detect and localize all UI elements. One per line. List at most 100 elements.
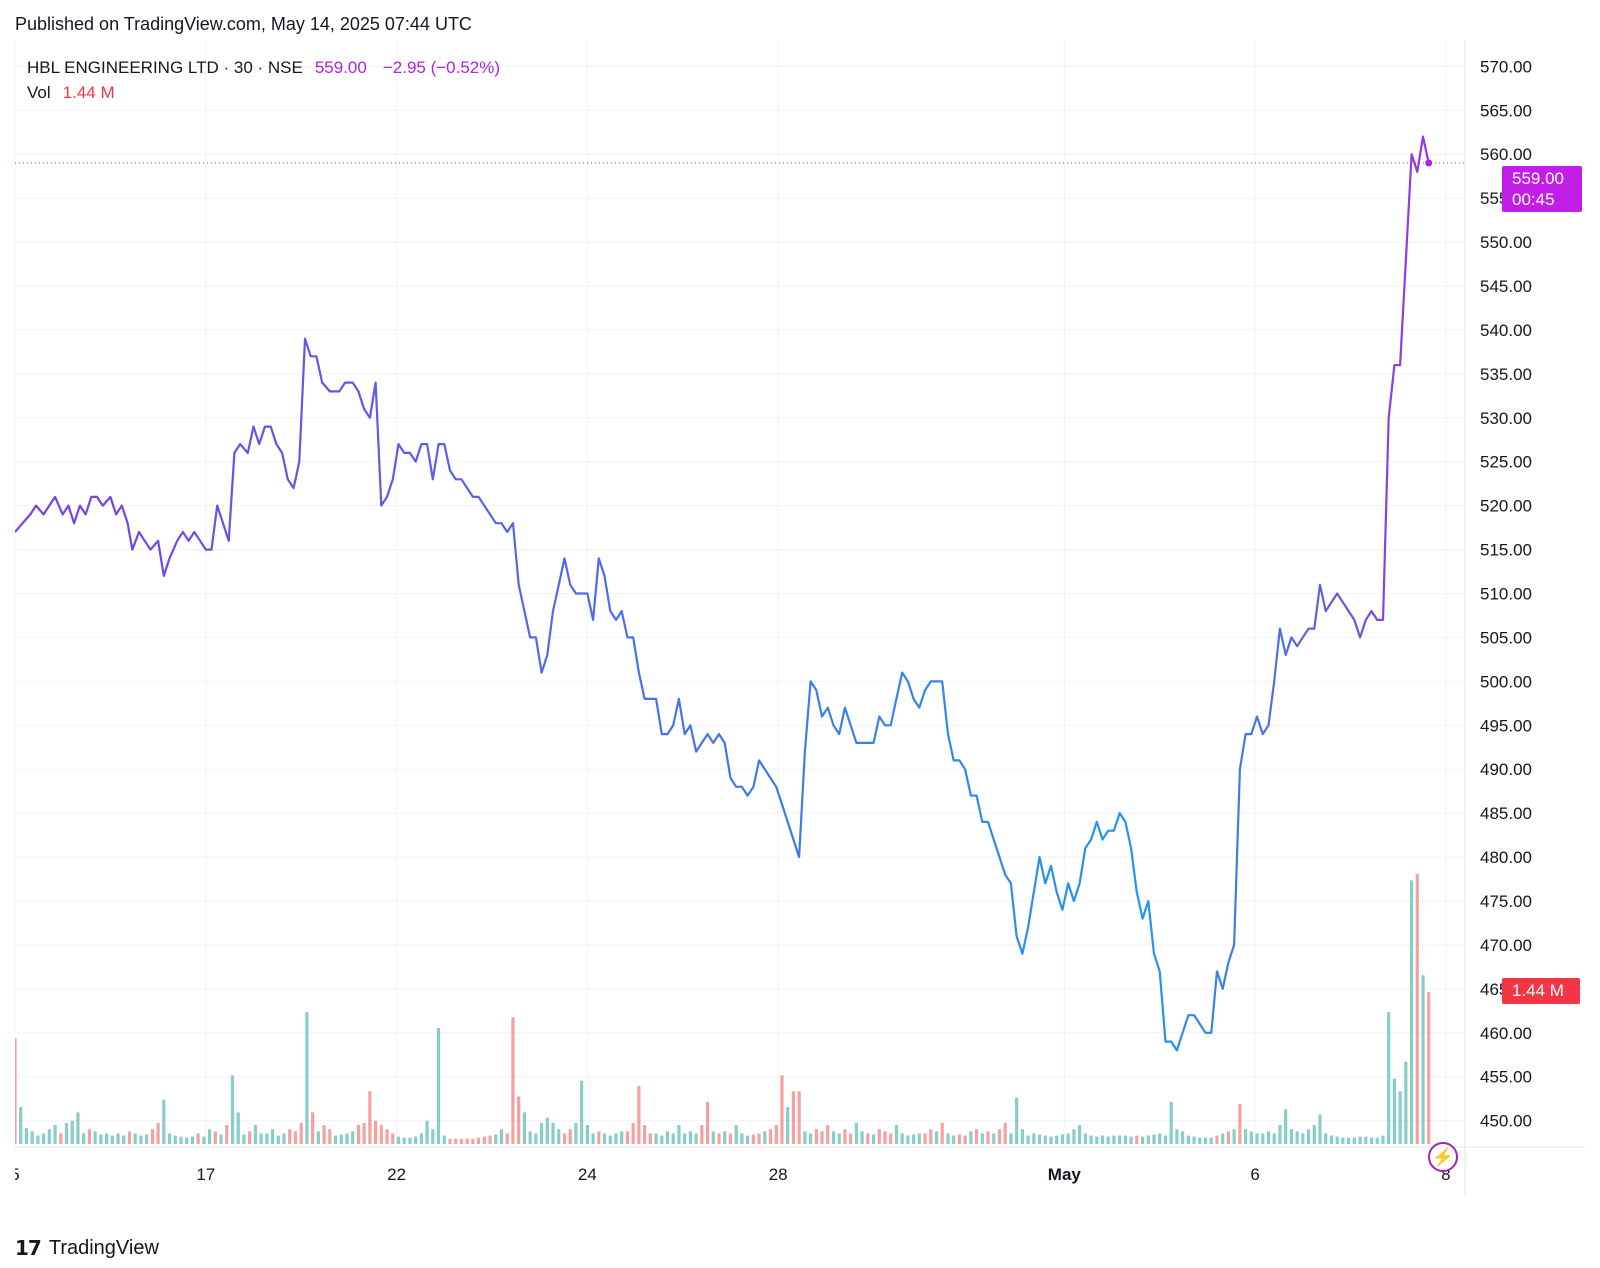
volume-bar: [1272, 1133, 1276, 1144]
volume-bar: [482, 1136, 486, 1144]
volume-bar: [1015, 1097, 1019, 1144]
volume-bar: [763, 1131, 767, 1144]
volume-bar: [912, 1134, 916, 1144]
volume-bar: [803, 1131, 807, 1144]
symbol-name[interactable]: HBL ENGINEERING LTD · 30 · NSE: [27, 58, 303, 77]
volume-bar: [705, 1101, 710, 1144]
volume-bar: [162, 1099, 166, 1144]
volume-bar: [1284, 1109, 1288, 1144]
y-tick-label: 455.00: [1480, 1068, 1532, 1087]
volume-bar: [133, 1133, 137, 1144]
volume-bar: [236, 1112, 240, 1144]
volume-bar: [76, 1112, 80, 1144]
volume-bar: [1243, 1129, 1248, 1144]
y-tick-label: 505.00: [1480, 628, 1532, 647]
volume-bar: [454, 1138, 458, 1144]
price-axis: 450.00455.00460.00465.00470.00475.00480.…: [1480, 57, 1532, 1130]
volume-bar: [299, 1122, 303, 1144]
volume-bar: [683, 1133, 687, 1144]
volume-bar: [1249, 1131, 1253, 1144]
volume-bar: [494, 1134, 498, 1144]
volume-bar: [671, 1133, 675, 1144]
volume-bar: [591, 1133, 595, 1144]
volume-bar: [127, 1131, 132, 1144]
volume-bar: [505, 1133, 509, 1144]
volume-bar: [906, 1135, 910, 1144]
y-tick-label: 570.00: [1480, 57, 1532, 76]
volume-bar: [293, 1131, 298, 1144]
volume-bar: [1324, 1133, 1328, 1144]
volume-bar: [923, 1133, 927, 1144]
volume-bar: [517, 1096, 521, 1144]
tradingview-logo[interactable]: 17 TradingView: [15, 1236, 159, 1260]
volume-bar: [757, 1133, 761, 1144]
volume-bar: [963, 1135, 967, 1144]
volume-bar: [1392, 1078, 1397, 1144]
volume-bar: [946, 1133, 950, 1144]
volume-bar: [1209, 1137, 1213, 1144]
volume-bar: [396, 1136, 401, 1144]
volume-bar: [1186, 1135, 1190, 1144]
volume-bar: [1203, 1137, 1208, 1144]
y-tick-label: 460.00: [1480, 1024, 1532, 1043]
volume-bar: [665, 1131, 670, 1144]
x-tick-label: 17: [196, 1165, 215, 1184]
volume-bar: [854, 1122, 858, 1144]
volume-bar: [929, 1129, 933, 1144]
volume-bar: [620, 1131, 624, 1144]
volume-bar: [1226, 1131, 1231, 1144]
volume-bar: [1369, 1137, 1374, 1144]
volume-bar: [934, 1131, 939, 1144]
last-price-dot: [1425, 159, 1433, 167]
volume-bar: [1329, 1135, 1334, 1144]
volume-bar: [580, 1080, 584, 1144]
time-axis: 517222428May681214: [15, 1165, 1451, 1184]
volume-bar: [379, 1125, 383, 1144]
volume-bar: [1364, 1136, 1368, 1144]
volume-bar: [511, 1017, 515, 1144]
volume-bar: [1375, 1137, 1379, 1144]
volume-bar: [1066, 1133, 1070, 1144]
brand-name: TradingView: [48, 1236, 159, 1259]
volume-bar: [1043, 1135, 1047, 1144]
volume-bar: [1118, 1135, 1122, 1144]
volume-bar: [1341, 1137, 1345, 1144]
volume-bar: [362, 1122, 366, 1144]
legend-symbol-row: HBL ENGINEERING LTD · 30 · NSE 559.00 −2…: [27, 55, 500, 80]
volume-bar: [230, 1075, 235, 1144]
volume-bar: [574, 1122, 578, 1144]
volume-bar: [952, 1135, 956, 1144]
volume-bar: [728, 1133, 733, 1144]
volume-bar: [173, 1135, 177, 1144]
price-chart[interactable]: 450.00455.00460.00465.00470.00475.00480.…: [15, 40, 1585, 1220]
volume-bar: [419, 1133, 423, 1144]
volume-bar: [282, 1133, 286, 1144]
volume-bar: [1352, 1137, 1356, 1144]
volume-bar: [780, 1075, 784, 1144]
y-tick-label: 500.00: [1480, 672, 1532, 691]
chart-pane[interactable]: 450.00455.00460.00465.00470.00475.00480.…: [15, 40, 1585, 1220]
volume-bar: [1049, 1136, 1053, 1144]
volume-bar: [402, 1137, 406, 1144]
volume-bar: [1112, 1135, 1116, 1144]
volume-bar: [1089, 1135, 1093, 1144]
volume-bar: [190, 1136, 195, 1144]
flash-icon[interactable]: ⚡: [1428, 1142, 1458, 1172]
volume-bar: [242, 1134, 246, 1144]
volume-bar: [625, 1131, 630, 1144]
legend-volume-row: Vol 1.44 M: [27, 80, 500, 105]
volume-bar: [436, 1027, 441, 1144]
volume-bar: [208, 1129, 212, 1144]
volume-bar: [997, 1129, 1002, 1144]
volume-bar: [1266, 1131, 1271, 1144]
volume-bar: [522, 1112, 527, 1144]
volume-bar: [843, 1129, 847, 1144]
volume-bar: [202, 1136, 206, 1144]
price-line: [15, 135, 1465, 1052]
volume-bar: [351, 1131, 355, 1144]
volume-bar: [1427, 992, 1431, 1144]
volume-bar: [431, 1129, 435, 1144]
volume-bar: [145, 1134, 149, 1144]
y-tick-label: 540.00: [1480, 321, 1532, 340]
tradingview-mark-icon: 17: [15, 1236, 42, 1260]
